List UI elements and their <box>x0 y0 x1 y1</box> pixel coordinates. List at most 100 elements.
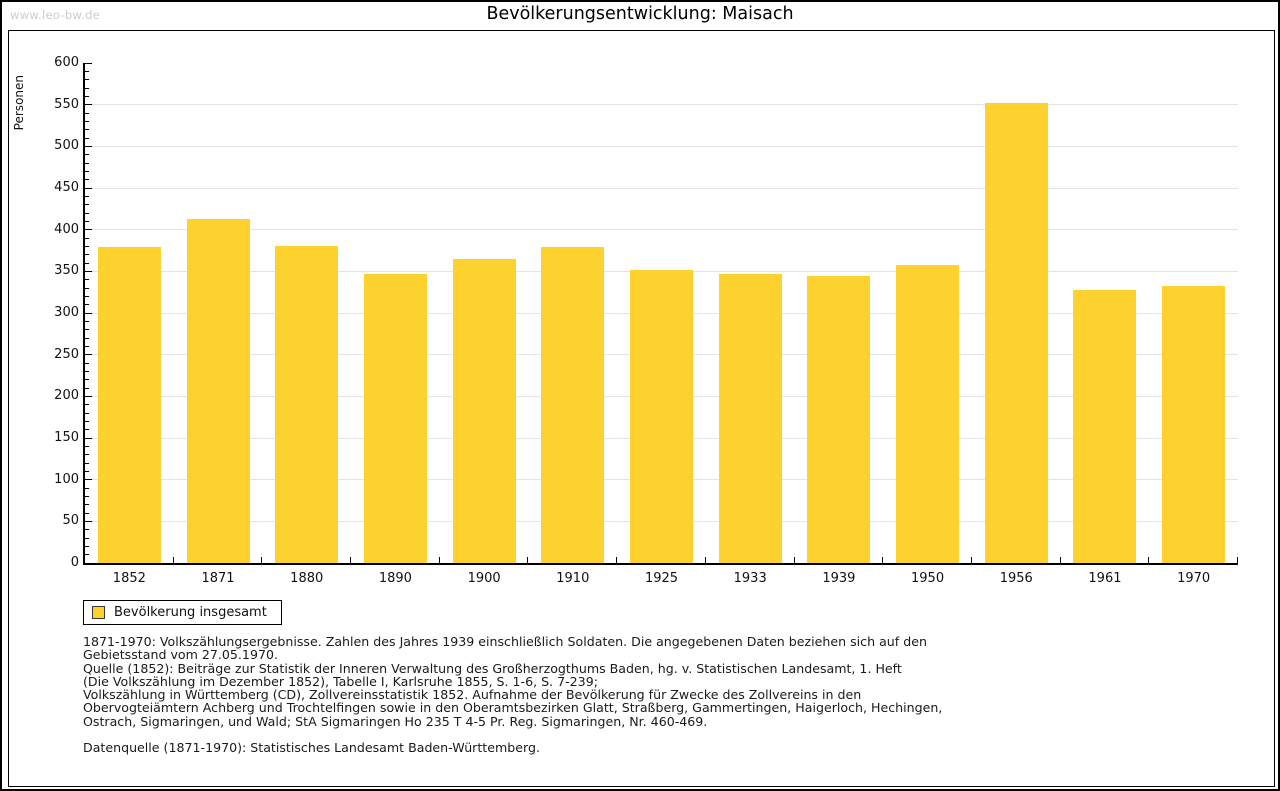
y-minor-tick-310 <box>85 304 89 306</box>
y-minor-tick-130 <box>85 454 89 456</box>
y-minor-tick-340 <box>85 279 89 281</box>
y-tick-label-500: 500 <box>54 138 79 154</box>
y-tick-label-400: 400 <box>54 221 79 237</box>
y-axis-label: Personen <box>12 75 26 131</box>
x-boundary-tick-2 <box>261 557 263 563</box>
x-boundary-tick-9 <box>882 557 884 563</box>
bar-1956 <box>984 103 1048 563</box>
y-major-tick-400 <box>85 229 92 231</box>
y-minor-tick-580 <box>85 79 89 81</box>
y-minor-tick-260 <box>85 345 89 347</box>
bar-1933 <box>718 273 782 563</box>
y-minor-tick-180 <box>85 412 89 414</box>
y-minor-tick-220 <box>85 379 89 381</box>
bar-1950 <box>896 264 960 563</box>
footnotes: 1871-1970: Volkszählungsergebnisse. Zahl… <box>83 635 1223 754</box>
y-minor-tick-70 <box>85 504 89 506</box>
plot-area: 0 50 100 150 200 250 300 350 400 450 500 550 600 1852… <box>54 56 1238 586</box>
y-minor-tick-320 <box>85 295 89 297</box>
legend-label: Bevölkerung insgesamt <box>114 605 267 620</box>
y-minor-tick-210 <box>85 387 89 389</box>
x-boundary-tick-12 <box>1148 557 1150 563</box>
y-minor-tick-520 <box>85 129 89 131</box>
y-minor-tick-280 <box>85 329 89 331</box>
y-tick-label-600: 600 <box>54 55 79 70</box>
x-tick-label-1939: 1939 <box>822 571 856 586</box>
y-major-tick-200 <box>85 395 92 397</box>
x-boundary-tick-10 <box>970 557 972 563</box>
y-minor-tick-430 <box>85 204 89 206</box>
y-minor-tick-380 <box>85 245 89 247</box>
x-boundary-tick-11 <box>1059 557 1061 563</box>
y-minor-tick-440 <box>85 195 89 197</box>
x-tick-label-1970: 1970 <box>1177 571 1211 586</box>
y-minor-tick-290 <box>85 320 89 322</box>
x-boundary-tick-8 <box>793 557 795 563</box>
y-major-tick-500 <box>85 145 92 147</box>
y-minor-tick-390 <box>85 237 89 239</box>
y-major-tick-100 <box>85 479 92 481</box>
y-minor-tick-370 <box>85 254 89 256</box>
y-minor-tick-170 <box>85 420 89 422</box>
y-minor-tick-460 <box>85 179 89 181</box>
y-minor-tick-590 <box>85 70 89 72</box>
bar-1890 <box>363 273 427 563</box>
y-major-tick-0 <box>85 562 92 564</box>
y-major-tick-550 <box>85 104 92 106</box>
y-minor-tick-540 <box>85 112 89 114</box>
y-minor-tick-510 <box>85 137 89 139</box>
x-tick-label-1880: 1880 <box>290 571 324 586</box>
y-tick-label-350: 350 <box>54 263 79 279</box>
y-tick-label-300: 300 <box>54 305 79 320</box>
y-major-tick-450 <box>85 187 92 189</box>
x-boundary-tick-7 <box>704 557 706 563</box>
gridline-550 <box>85 104 1238 106</box>
watermark: www.leo-bw.de <box>10 8 101 22</box>
y-minor-tick-470 <box>85 170 89 172</box>
y-minor-tick-190 <box>85 404 89 406</box>
y-tick-label-250: 250 <box>54 346 79 362</box>
y-minor-tick-160 <box>85 429 89 431</box>
x-boundary-tick-6 <box>616 557 618 563</box>
y-minor-tick-480 <box>85 162 89 164</box>
footnote-census-note: 1871-1970: Volkszählungsergebnisse. Zahl… <box>83 634 927 663</box>
legend: Bevölkerung insgesamt <box>83 600 282 625</box>
gridline-450 <box>85 187 1238 189</box>
y-major-tick-300 <box>85 312 92 314</box>
y-minor-tick-60 <box>85 512 89 514</box>
y-minor-tick-570 <box>85 87 89 89</box>
y-tick-label-50: 50 <box>62 513 79 529</box>
y-minor-tick-530 <box>85 120 89 122</box>
y-minor-tick-10 <box>85 554 89 556</box>
y-major-tick-350 <box>85 270 92 272</box>
bar-1939 <box>807 276 871 563</box>
gridline-400 <box>85 229 1238 231</box>
y-minor-tick-270 <box>85 337 89 339</box>
y-minor-tick-490 <box>85 154 89 156</box>
x-tick-label-1852: 1852 <box>112 571 146 586</box>
bar-1910 <box>541 247 605 563</box>
x-boundary-tick-1 <box>172 557 174 563</box>
y-major-tick-150 <box>85 437 92 439</box>
legend-swatch <box>92 606 105 619</box>
bar-1852 <box>97 247 161 563</box>
y-minor-tick-90 <box>85 487 89 489</box>
y-minor-tick-560 <box>85 95 89 97</box>
page-title: Bevölkerungsentwicklung: Maisach <box>486 4 794 24</box>
y-tick-label-150: 150 <box>54 430 79 445</box>
x-tick-label-1871: 1871 <box>201 571 235 586</box>
chart-container: Personen 0 50 100 150 200 250 300 350 400 450 500 5… <box>8 30 1275 787</box>
y-minor-tick-420 <box>85 212 89 214</box>
y-tick-label-200: 200 <box>54 388 79 404</box>
footnote-source-1852: Quelle (1852): Beiträge zur Statistik de… <box>83 660 943 729</box>
x-tick-label-1900: 1900 <box>467 571 501 586</box>
x-tick-label-1890: 1890 <box>378 571 412 586</box>
y-minor-tick-410 <box>85 220 89 222</box>
gridline-500 <box>85 145 1238 147</box>
x-boundary-tick-5 <box>527 557 529 563</box>
x-boundary-tick-3 <box>350 557 352 563</box>
bar-1871 <box>186 218 250 563</box>
y-minor-tick-330 <box>85 287 89 289</box>
x-boundary-tick-4 <box>438 557 440 563</box>
y-minor-tick-40 <box>85 529 89 531</box>
